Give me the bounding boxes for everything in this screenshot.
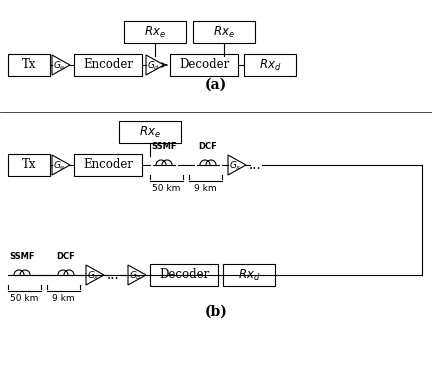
Text: ...: ... xyxy=(107,268,119,282)
Text: $G_d$: $G_d$ xyxy=(129,270,142,282)
Bar xyxy=(74,54,142,76)
Text: Encoder: Encoder xyxy=(83,58,133,71)
Text: $G_e$: $G_e$ xyxy=(53,160,66,172)
Text: $G_d$: $G_d$ xyxy=(147,60,160,72)
Bar xyxy=(119,121,181,143)
Bar xyxy=(8,54,50,76)
Text: $Rx_e$: $Rx_e$ xyxy=(139,124,161,139)
Text: $G_x$: $G_x$ xyxy=(229,160,242,172)
Text: 50 km: 50 km xyxy=(10,294,39,303)
Text: ...: ... xyxy=(249,158,261,172)
Bar xyxy=(193,21,255,43)
Text: (b): (b) xyxy=(205,305,227,319)
Text: Tx: Tx xyxy=(22,58,36,71)
Bar xyxy=(244,54,296,76)
Text: Decoder: Decoder xyxy=(159,269,209,282)
Text: (a): (a) xyxy=(205,78,227,92)
Text: 9 km: 9 km xyxy=(194,184,217,193)
Text: $Rx_e$: $Rx_e$ xyxy=(144,24,166,40)
Text: $Rx_d$: $Rx_d$ xyxy=(238,268,260,283)
Text: Encoder: Encoder xyxy=(83,158,133,172)
Polygon shape xyxy=(128,265,146,285)
Polygon shape xyxy=(228,155,246,175)
Text: $Rx_e$: $Rx_e$ xyxy=(213,24,235,40)
Text: SSMF: SSMF xyxy=(9,252,35,261)
Bar xyxy=(124,21,186,43)
Text: Decoder: Decoder xyxy=(179,58,229,71)
Polygon shape xyxy=(146,55,164,75)
Text: $Rx_d$: $Rx_d$ xyxy=(259,57,281,73)
Text: SSMF: SSMF xyxy=(151,142,177,151)
Text: $G_x$: $G_x$ xyxy=(87,270,100,282)
Bar xyxy=(74,154,142,176)
Text: 50 km: 50 km xyxy=(152,184,181,193)
Bar xyxy=(8,154,50,176)
Bar xyxy=(150,264,218,286)
Text: Tx: Tx xyxy=(22,158,36,172)
Bar xyxy=(223,264,275,286)
Polygon shape xyxy=(86,265,104,285)
Text: 9 km: 9 km xyxy=(52,294,75,303)
Text: $G_e$: $G_e$ xyxy=(53,60,66,72)
Polygon shape xyxy=(52,155,70,175)
Text: DCF: DCF xyxy=(57,252,75,261)
Polygon shape xyxy=(52,55,70,75)
Bar xyxy=(170,54,238,76)
Text: DCF: DCF xyxy=(199,142,217,151)
